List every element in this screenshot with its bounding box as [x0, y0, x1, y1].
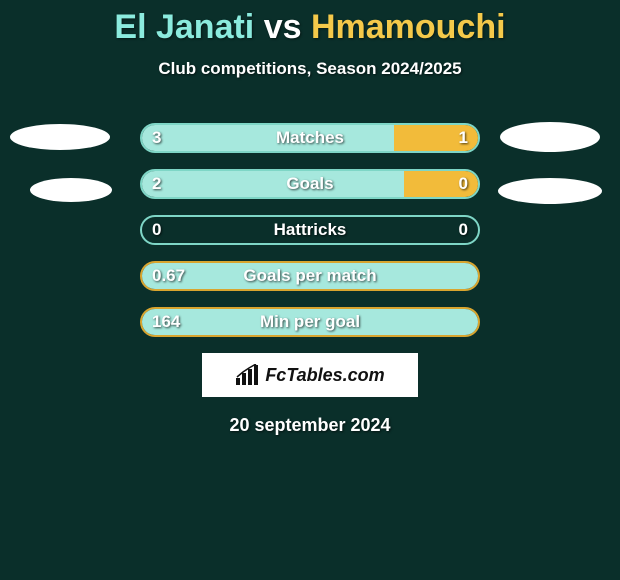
- player2-name: Hmamouchi: [311, 8, 506, 46]
- vs-word: vs: [264, 8, 302, 46]
- bars-icon: [235, 364, 261, 386]
- stat-bar: [140, 307, 480, 337]
- bar-left-fill: [142, 171, 404, 197]
- stat-row: Goals per match0.67: [0, 261, 620, 291]
- stat-row: Matches31: [0, 123, 620, 153]
- bar-left-fill: [142, 309, 478, 335]
- bar-right-fill: [404, 171, 478, 197]
- logo: FcTables.com: [235, 364, 384, 386]
- stat-row: Min per goal164: [0, 307, 620, 337]
- bar-right-fill: [394, 125, 478, 151]
- bar-left-fill: [142, 263, 478, 289]
- stat-row: Hattricks00: [0, 215, 620, 245]
- comparison-title: El Janati vs Hmamouchi: [0, 0, 620, 47]
- stat-bar: [140, 169, 480, 199]
- stat-bar: [140, 123, 480, 153]
- stat-bar: [140, 215, 480, 245]
- logo-box: FcTables.com: [202, 353, 418, 397]
- player1-name: El Janati: [114, 8, 254, 46]
- stats-container: Matches31 Goals20 Hattricks00 Goals per mat…: [0, 123, 620, 337]
- bar-left-fill: [142, 125, 394, 151]
- stat-row: Goals20: [0, 169, 620, 199]
- date-text: 20 september 2024: [0, 415, 620, 436]
- logo-text: FcTables.com: [265, 365, 384, 386]
- stat-bar: [140, 261, 480, 291]
- subtitle: Club competitions, Season 2024/2025: [0, 59, 620, 79]
